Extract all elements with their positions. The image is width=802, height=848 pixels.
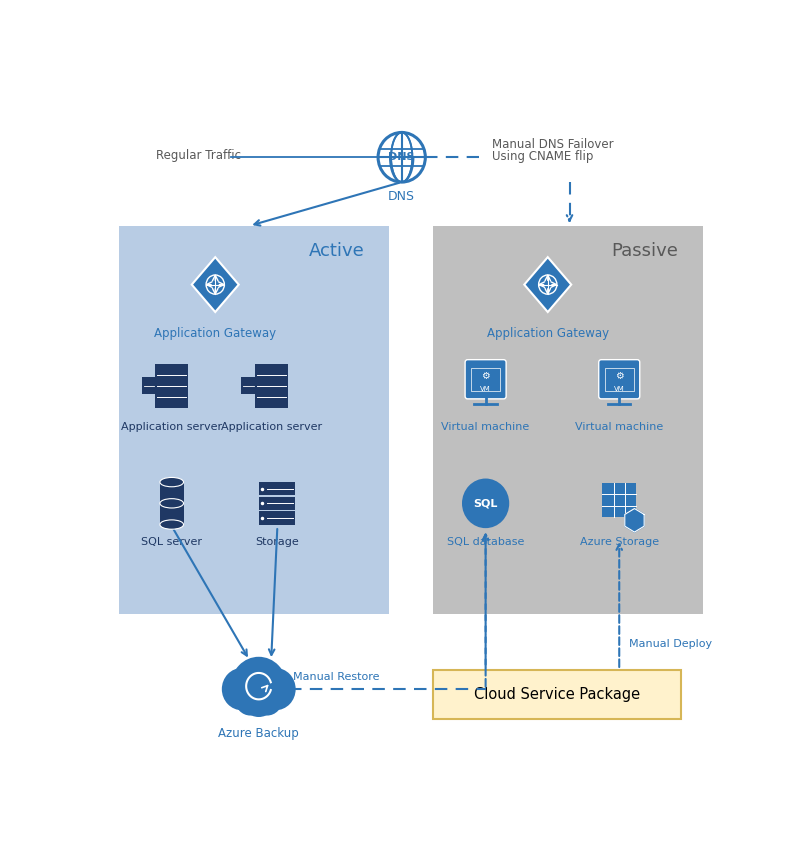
- FancyBboxPatch shape: [259, 482, 295, 495]
- FancyBboxPatch shape: [472, 367, 500, 391]
- Text: ⚙: ⚙: [481, 371, 490, 381]
- Text: VM: VM: [614, 386, 625, 392]
- Text: Application server: Application server: [121, 421, 222, 432]
- FancyBboxPatch shape: [259, 511, 295, 525]
- Text: Manual Deploy: Manual Deploy: [629, 639, 711, 649]
- FancyBboxPatch shape: [433, 226, 703, 614]
- Text: Storage: Storage: [256, 538, 299, 547]
- FancyBboxPatch shape: [605, 367, 634, 391]
- Text: Virtual machine: Virtual machine: [575, 421, 663, 432]
- FancyBboxPatch shape: [160, 483, 184, 525]
- Text: Virtual machine: Virtual machine: [441, 421, 530, 432]
- Text: Application Gateway: Application Gateway: [154, 327, 277, 340]
- Text: SQL: SQL: [473, 499, 498, 508]
- Text: SQL server: SQL server: [141, 538, 202, 547]
- Text: Manual DNS Failover: Manual DNS Failover: [492, 137, 614, 151]
- Circle shape: [255, 668, 296, 711]
- FancyBboxPatch shape: [156, 364, 188, 408]
- Circle shape: [241, 678, 277, 717]
- Text: Passive: Passive: [611, 243, 678, 260]
- Polygon shape: [625, 509, 644, 532]
- Text: DNS: DNS: [388, 153, 415, 162]
- Ellipse shape: [160, 520, 184, 529]
- Text: Azure Backup: Azure Backup: [218, 727, 299, 739]
- FancyBboxPatch shape: [602, 483, 636, 517]
- FancyBboxPatch shape: [433, 670, 682, 719]
- FancyBboxPatch shape: [465, 360, 506, 399]
- FancyBboxPatch shape: [241, 377, 258, 394]
- Text: Application server: Application server: [221, 421, 322, 432]
- Text: Regular Traffic: Regular Traffic: [156, 149, 241, 163]
- Text: Cloud Service Package: Cloud Service Package: [474, 687, 640, 702]
- Circle shape: [462, 478, 509, 528]
- Text: Using CNAME flip: Using CNAME flip: [492, 150, 593, 163]
- Text: Azure Storage: Azure Storage: [580, 538, 658, 547]
- Text: DNS: DNS: [388, 190, 415, 203]
- Circle shape: [235, 683, 265, 716]
- Polygon shape: [192, 257, 239, 312]
- Text: SQL database: SQL database: [447, 538, 525, 547]
- FancyBboxPatch shape: [119, 226, 389, 614]
- Text: ⚙: ⚙: [615, 371, 624, 381]
- Circle shape: [231, 656, 287, 716]
- FancyBboxPatch shape: [599, 360, 640, 399]
- FancyBboxPatch shape: [142, 377, 159, 394]
- Circle shape: [222, 668, 262, 711]
- FancyBboxPatch shape: [255, 364, 288, 408]
- FancyBboxPatch shape: [259, 497, 295, 510]
- Text: Manual Restore: Manual Restore: [293, 672, 379, 682]
- Polygon shape: [525, 257, 571, 312]
- Text: Active: Active: [309, 243, 364, 260]
- Text: VM: VM: [480, 386, 491, 392]
- Ellipse shape: [160, 477, 184, 487]
- Circle shape: [378, 132, 425, 182]
- Circle shape: [252, 683, 282, 716]
- Text: Application Gateway: Application Gateway: [487, 327, 609, 340]
